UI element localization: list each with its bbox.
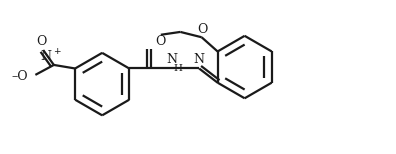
Text: N: N (194, 53, 205, 66)
Text: –O: –O (11, 70, 28, 83)
Text: H: H (173, 64, 182, 73)
Text: N: N (166, 53, 177, 66)
Text: O: O (197, 23, 208, 36)
Text: O: O (155, 34, 166, 48)
Text: +: + (53, 47, 61, 56)
Text: O: O (36, 35, 46, 48)
Text: N: N (40, 50, 51, 63)
